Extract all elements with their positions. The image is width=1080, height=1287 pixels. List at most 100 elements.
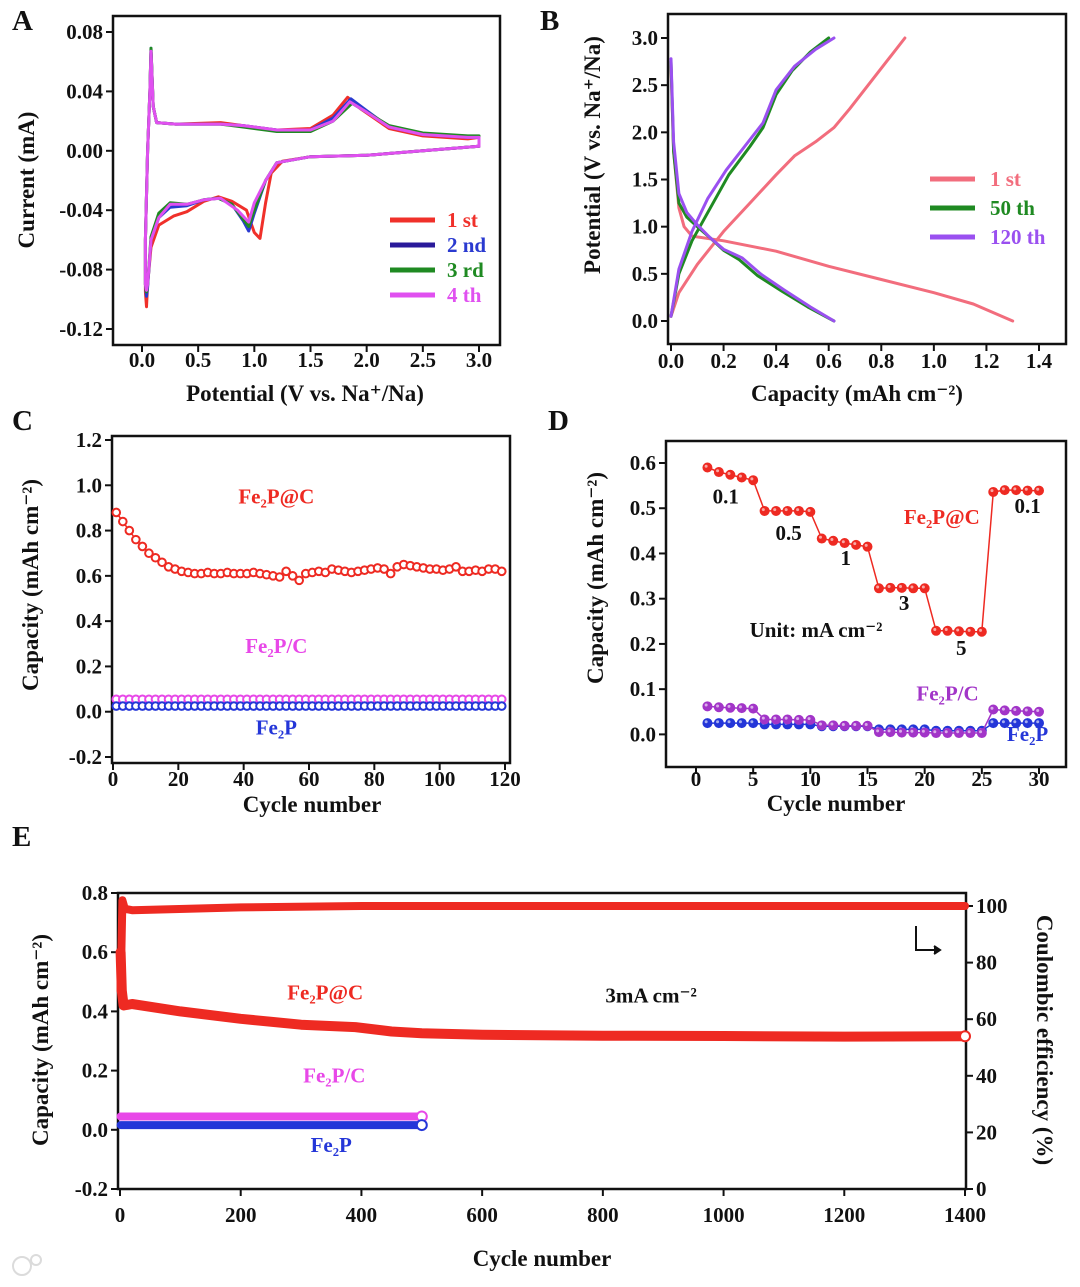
annotation-label: Fe₂P/C: [303, 1063, 365, 1087]
data-point: [976, 728, 987, 739]
x-tick-label: 800: [587, 1203, 619, 1227]
data-point: [771, 505, 782, 516]
x-tick-label: 80: [364, 767, 385, 791]
series-line: [143, 46, 481, 298]
data-point-highlight: [944, 730, 948, 734]
data-point: [896, 727, 907, 738]
data-point: [873, 583, 884, 594]
data-point-highlight: [1036, 487, 1040, 491]
data-point: [496, 701, 507, 711]
data-point-highlight: [876, 585, 880, 589]
data-point: [805, 506, 816, 517]
data-point: [793, 714, 804, 725]
data-point-highlight: [727, 704, 731, 708]
x-tick-label: 1200: [823, 1203, 865, 1227]
data-point-highlight: [773, 716, 777, 720]
y-axis-label: Current (mA): [14, 112, 39, 249]
x-tick-label: 0.8: [868, 349, 894, 373]
series-line: [669, 36, 836, 318]
data-point: [953, 728, 964, 739]
series-end-point: [959, 1030, 971, 1043]
data-point-highlight: [979, 730, 983, 734]
series-line: [669, 57, 836, 323]
data-point-highlight: [750, 720, 754, 724]
x-tick-label: 1400: [944, 1203, 986, 1227]
legend-label: 1 st: [990, 167, 1021, 191]
x-tick-label: 40: [233, 767, 254, 791]
data-point-highlight: [830, 722, 834, 726]
y-tick-label: 0.5: [632, 262, 658, 286]
annotation-label: 5: [956, 636, 967, 660]
data-point: [274, 572, 285, 582]
data-point: [828, 720, 839, 731]
data-point-highlight: [1024, 487, 1028, 491]
y2-tick-label: 0: [976, 1177, 987, 1201]
y2-tick-label: 20: [976, 1120, 997, 1144]
legend-label: 4 th: [447, 283, 482, 307]
y-tick-label: 0.8: [82, 881, 108, 905]
y2-axis-label: Coulombic efficiency (%): [1032, 915, 1057, 1165]
y-tick-label: 0.2: [82, 1059, 108, 1083]
data-point-highlight: [979, 628, 983, 632]
x-tick-label: 1.0: [921, 349, 947, 373]
data-point: [851, 720, 862, 731]
x-tick-label: 10: [800, 767, 821, 791]
data-point-highlight: [1013, 720, 1017, 724]
x-tick-label: 600: [466, 1203, 498, 1227]
annotation-label: 3: [899, 591, 910, 615]
data-point: [965, 626, 976, 637]
data-point: [1022, 706, 1033, 717]
data-point: [793, 505, 804, 516]
data-point: [908, 583, 919, 594]
data-point: [287, 571, 298, 581]
y-tick-label: 0.08: [66, 20, 103, 44]
data-point: [748, 703, 759, 714]
data-point: [965, 728, 976, 739]
data-point-highlight: [773, 508, 777, 512]
series-line: [116, 896, 969, 995]
y-tick-label: -0.2: [75, 1177, 108, 1201]
annotation-label: 0.1: [713, 485, 739, 509]
data-point-highlight: [1001, 707, 1005, 711]
y-tick-label: 0.1: [630, 677, 656, 701]
data-point: [281, 566, 291, 577]
data-point-highlight: [841, 722, 845, 726]
data-point: [702, 462, 713, 473]
series-line: [143, 49, 481, 292]
annotation-label: 3mA cm⁻²: [605, 984, 696, 1008]
annotation-label: Fe₂P@C: [238, 484, 314, 508]
x-tick-label: 60: [299, 767, 320, 791]
x-axis-label: Capacity (mAh cm⁻²): [751, 381, 963, 406]
data-point-highlight: [956, 730, 960, 734]
data-point-highlight: [818, 722, 822, 726]
data-point-highlight: [899, 729, 902, 733]
data-point-highlight: [853, 542, 857, 546]
data-point-highlight: [727, 471, 731, 475]
legend-label: 120 th: [990, 225, 1046, 249]
series-0: [116, 896, 969, 995]
data-point-highlight: [784, 508, 788, 512]
data-point: [713, 467, 724, 478]
data-point-highlight: [887, 585, 891, 589]
annotation-label: Fe₂P/C: [916, 681, 978, 705]
x-tick-label: 25: [971, 767, 992, 791]
x-tick-label: 0.4: [763, 349, 790, 373]
legend-label: 1 st: [447, 208, 478, 232]
data-point-highlight: [887, 729, 891, 733]
data-point-highlight: [1013, 708, 1017, 712]
data-point-highlight: [967, 628, 971, 632]
x-tick-label: 100: [424, 767, 456, 791]
data-point: [748, 718, 759, 729]
panel-label-c: C: [12, 405, 33, 437]
series-1: [111, 694, 507, 705]
data-point-highlight: [910, 585, 914, 589]
y-tick-label: 0.2: [76, 654, 102, 678]
chart-c: 0 20 40 60 80 100 120 1.2 1.0 0.8 0.6 0.4 0.2 0.0 -0.2…: [18, 428, 521, 817]
data-point-highlight: [750, 477, 754, 481]
y2-tick-label: 40: [976, 1064, 997, 1088]
data-point: [988, 486, 999, 497]
data-point: [919, 727, 930, 738]
y-axis-label: Potential (V vs. Na⁺/Na): [580, 36, 605, 274]
data-point: [873, 727, 884, 738]
x-tick-label: 400: [346, 1203, 378, 1227]
